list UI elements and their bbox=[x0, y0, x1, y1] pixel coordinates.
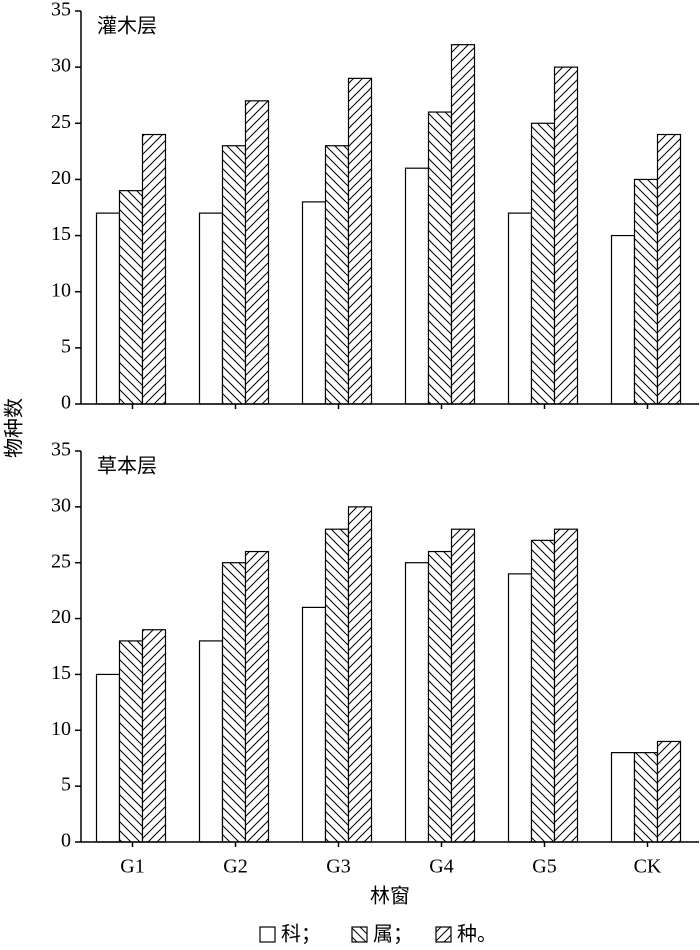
legend-swatch bbox=[259, 926, 276, 943]
bar bbox=[324, 145, 350, 405]
bar bbox=[95, 212, 121, 405]
y-tick-label: 10 bbox=[51, 279, 71, 301]
x-tick-label: G3 bbox=[326, 856, 350, 878]
bar bbox=[141, 629, 167, 843]
y-tick-label: 0 bbox=[61, 392, 71, 414]
bar bbox=[95, 673, 121, 843]
panel-title: 灌木层 bbox=[97, 15, 157, 38]
y-tick-label: 25 bbox=[51, 111, 71, 133]
bar bbox=[404, 562, 430, 843]
x-tick-label: G5 bbox=[532, 856, 556, 878]
y-tick-label: 10 bbox=[51, 718, 71, 740]
y-tick-label: 0 bbox=[61, 830, 71, 852]
bar bbox=[244, 550, 270, 843]
bar bbox=[507, 573, 533, 843]
bar bbox=[656, 740, 682, 843]
legend-swatch bbox=[435, 926, 452, 943]
legend-swatch bbox=[351, 926, 368, 943]
bar bbox=[221, 562, 247, 843]
x-axis-label: 林窗 bbox=[370, 885, 410, 908]
bar bbox=[553, 66, 579, 405]
bar bbox=[507, 212, 533, 405]
bar bbox=[610, 752, 636, 843]
y-tick-label: 15 bbox=[51, 223, 71, 245]
y-tick-label: 35 bbox=[51, 0, 71, 21]
legend-label: 种。 bbox=[457, 923, 497, 946]
bar bbox=[450, 44, 476, 405]
bar bbox=[530, 539, 556, 843]
x-tick-label: CK bbox=[634, 856, 662, 878]
y-tick-label: 25 bbox=[51, 550, 71, 572]
bar bbox=[633, 752, 659, 843]
bar bbox=[427, 550, 453, 843]
bar bbox=[301, 606, 327, 843]
bar bbox=[404, 167, 430, 405]
bar bbox=[324, 528, 350, 843]
bar bbox=[530, 122, 556, 405]
y-tick-label: 20 bbox=[51, 167, 71, 189]
y-tick-label: 15 bbox=[51, 662, 71, 684]
x-tick-label: G4 bbox=[429, 856, 453, 878]
bar bbox=[221, 145, 247, 405]
y-axis-label: 物种数 bbox=[3, 398, 26, 458]
bar bbox=[633, 178, 659, 405]
bar bbox=[141, 133, 167, 405]
bar bbox=[198, 212, 224, 405]
bar bbox=[450, 528, 476, 843]
y-tick-label: 30 bbox=[51, 494, 71, 516]
bar bbox=[427, 111, 453, 405]
bar bbox=[347, 77, 373, 405]
x-tick-label: G1 bbox=[120, 856, 144, 878]
bar bbox=[347, 506, 373, 843]
x-tick-label: G2 bbox=[223, 856, 247, 878]
bar bbox=[198, 640, 224, 843]
panel-title: 草本层 bbox=[97, 455, 157, 478]
legend-label: 科； bbox=[281, 923, 321, 946]
y-tick-label: 30 bbox=[51, 55, 71, 77]
bar bbox=[301, 201, 327, 405]
bar bbox=[610, 234, 636, 405]
bar bbox=[656, 133, 682, 405]
y-tick-label: 35 bbox=[51, 439, 71, 461]
bar bbox=[118, 190, 144, 405]
bar bbox=[118, 640, 144, 843]
legend-label: 属； bbox=[373, 924, 413, 946]
y-tick-label: 5 bbox=[61, 774, 71, 796]
y-tick-label: 5 bbox=[61, 335, 71, 357]
y-tick-label: 20 bbox=[51, 606, 71, 628]
bar bbox=[244, 100, 270, 405]
bar bbox=[553, 528, 579, 843]
